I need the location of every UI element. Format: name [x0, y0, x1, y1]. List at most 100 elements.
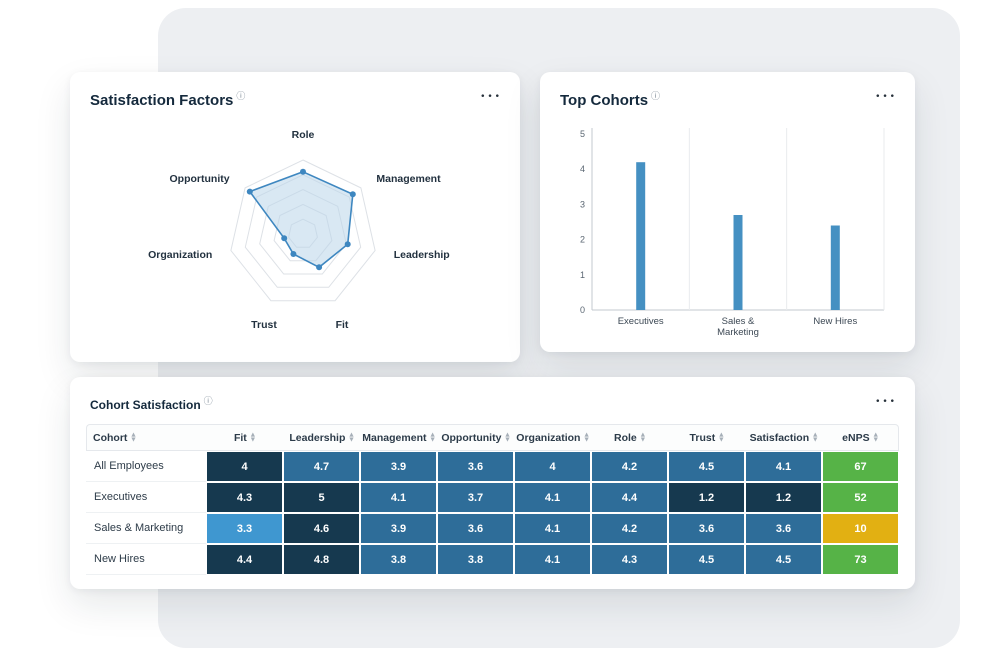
column-header-content: Role ▲ ▼ — [597, 432, 662, 444]
sort-desc-arrow: ▼ — [873, 436, 878, 443]
radar-axis-label-fit: Fit — [336, 319, 349, 331]
radar-point-fit — [316, 264, 323, 271]
more-options-button[interactable]: ••• — [480, 88, 502, 106]
sort-asc-arrow: ▲ — [430, 431, 435, 438]
score-cell-trust: 4.5 — [668, 544, 745, 575]
sort-asc-arrow: ▲ — [813, 431, 818, 438]
y-tick-label: 5 — [580, 129, 585, 139]
column-label: Leadership — [289, 431, 346, 444]
score-cell-leadership: 4.7 — [283, 451, 360, 482]
column-header-content: Opportunity ▲ ▼ — [441, 431, 510, 444]
score-cell-fit: 4.4 — [206, 544, 283, 575]
column-header-opportunity[interactable]: Opportunity ▲ ▼ — [437, 424, 514, 451]
card-title-text: Top Cohorts — [560, 92, 649, 109]
bar-new-hires — [830, 225, 840, 310]
sort-desc-arrow: ▼ — [131, 436, 136, 443]
cohort-table: Cohort ▲ ▼ Fit ▲ ▼ Leadership ▲ ▼ Management ▲ ▼ Opp… — [86, 424, 899, 575]
sort-icon[interactable]: ▲ ▼ — [430, 431, 435, 443]
satisfaction-radar-chart: Role Management Leadership Fit Trust Organiza… — [148, 129, 450, 331]
sort-icon[interactable]: ▲ ▼ — [873, 432, 878, 443]
sort-asc-arrow: ▲ — [505, 431, 510, 438]
cohort-name-cell: All Employees — [86, 451, 206, 482]
sort-icon[interactable]: ▲ ▼ — [131, 431, 136, 443]
more-options-button[interactable]: ••• — [875, 88, 897, 106]
sort-desc-arrow: ▼ — [250, 436, 256, 443]
sort-asc-arrow: ▲ — [719, 431, 724, 438]
y-tick-label: 1 — [580, 270, 585, 280]
score-cell-fit: 3.3 — [206, 513, 283, 544]
score-cell-trust: 4.5 — [668, 451, 745, 482]
score-cell-leadership: 4.6 — [283, 513, 360, 544]
info-icon[interactable]: ⓘ — [203, 397, 213, 407]
column-label: Fit — [233, 431, 247, 444]
score-cell-satisfaction: 3.6 — [745, 513, 822, 544]
more-options-button[interactable]: ••• — [875, 393, 897, 411]
sort-icon[interactable]: ▲ ▼ — [584, 431, 589, 443]
column-header-leadership[interactable]: Leadership ▲ ▼ — [283, 424, 360, 451]
sort-icon[interactable]: ▲ ▼ — [813, 431, 818, 443]
sort-asc-arrow: ▲ — [584, 431, 589, 438]
column-label: Trust — [689, 431, 716, 444]
column-header-trust[interactable]: Trust ▲ ▼ — [668, 424, 745, 451]
score-cell-management: 3.8 — [360, 544, 437, 575]
sort-asc-arrow: ▲ — [131, 431, 136, 438]
score-cell-opportunity: 3.6 — [437, 451, 514, 482]
score-cell-management: 3.9 — [360, 451, 437, 482]
column-header-content: Satisfaction ▲ ▼ — [750, 431, 818, 444]
sort-desc-arrow: ▼ — [813, 436, 818, 443]
column-header-content: Management ▲ ▼ — [362, 431, 435, 444]
sort-icon[interactable]: ▲ ▼ — [719, 431, 724, 443]
radar-data-polygon — [248, 170, 354, 269]
column-header-cohort[interactable]: Cohort ▲ ▼ — [86, 424, 206, 451]
info-icon[interactable]: ⓘ — [236, 92, 246, 102]
column-header-role[interactable]: Role ▲ ▼ — [591, 424, 668, 451]
y-tick-label: 0 — [580, 305, 585, 315]
satisfaction-factors-card: Satisfaction Factors ⓘ ••• Role Management… — [70, 72, 520, 362]
sort-icon[interactable]: ▲ ▼ — [505, 431, 510, 443]
sort-icon[interactable]: ▲ ▼ — [349, 431, 354, 443]
column-label: eNPS — [842, 431, 870, 444]
x-axis-label-executives: Executives — [618, 316, 664, 327]
sort-desc-arrow: ▼ — [640, 436, 645, 443]
score-cell-fit: 4 — [206, 451, 283, 482]
score-cell-enps: 73 — [822, 544, 899, 575]
radar-point-trust — [290, 251, 297, 257]
column-label: Cohort — [93, 431, 128, 444]
column-header-management[interactable]: Management ▲ ▼ — [360, 424, 437, 451]
sort-asc-arrow: ▲ — [250, 431, 256, 438]
radar-axis-label-role: Role — [292, 129, 315, 141]
score-cell-role: 4.2 — [591, 513, 668, 544]
cohort-satisfaction-title: Cohort Satisfaction ⓘ — [90, 393, 213, 414]
x-axis-label-sales-marketing: Sales & — [722, 316, 755, 327]
score-cell-satisfaction: 4.5 — [745, 544, 822, 575]
score-cell-opportunity: 3.8 — [437, 544, 514, 575]
top-cohorts-card: Top Cohorts ⓘ ••• 0 1 2 3 4 5 Executives Sales &… — [540, 72, 915, 352]
score-cell-organization: 4.1 — [514, 544, 591, 575]
top-cohorts-header: Top Cohorts ⓘ ••• — [540, 72, 915, 110]
column-header-enps[interactable]: eNPS ▲ ▼ — [822, 424, 899, 451]
info-icon[interactable]: ⓘ — [651, 92, 661, 102]
radar-point-opportunity — [246, 188, 253, 195]
sort-asc-arrow: ▲ — [349, 431, 354, 438]
score-cell-enps: 52 — [822, 482, 899, 513]
score-cell-fit: 4.3 — [206, 482, 283, 513]
table-row: All Employees 4 4.7 3.9 3.6 4 4.2 4.5 4.1 67 — [86, 451, 899, 482]
radar-point-leadership — [344, 241, 351, 248]
score-cell-role: 4.4 — [591, 482, 668, 513]
column-header-fit[interactable]: Fit ▲ ▼ — [206, 424, 283, 451]
card-title-text: Cohort Satisfaction — [90, 398, 201, 412]
sort-icon[interactable]: ▲ ▼ — [250, 431, 256, 443]
column-header-satisfaction[interactable]: Satisfaction ▲ ▼ — [745, 424, 822, 451]
sort-desc-arrow: ▼ — [349, 436, 354, 443]
cohort-satisfaction-card: Cohort Satisfaction ⓘ ••• Cohort ▲ ▼ Fit ▲ ▼ Le… — [70, 377, 915, 589]
cohort-satisfaction-header: Cohort Satisfaction ⓘ ••• — [70, 377, 915, 414]
column-header-organization[interactable]: Organization ▲ ▼ — [514, 424, 591, 451]
column-header-content: Cohort ▲ ▼ — [93, 432, 200, 444]
sort-icon[interactable]: ▲ ▼ — [640, 432, 645, 443]
cohort-table-header-row: Cohort ▲ ▼ Fit ▲ ▼ Leadership ▲ ▼ Management ▲ ▼ Opp… — [86, 424, 899, 451]
score-cell-opportunity: 3.7 — [437, 482, 514, 513]
radar-axis-label-organization: Organization — [148, 249, 212, 261]
top-cohorts-title: Top Cohorts ⓘ — [560, 88, 660, 110]
top-cohorts-bar-chart: 0 1 2 3 4 5 Executives Sales &Marketing New Hire… — [580, 128, 885, 338]
radar-point-organization — [281, 235, 288, 242]
